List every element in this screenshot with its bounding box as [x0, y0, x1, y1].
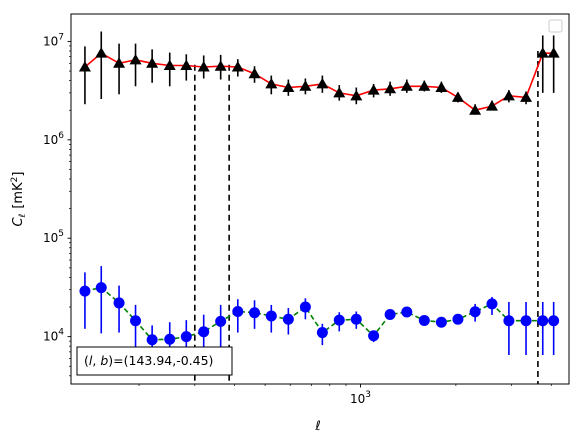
- series-2-point-4: [130, 315, 142, 327]
- svg-text:(l, b)=(143.94,-0.45): (l, b)=(143.94,-0.45): [84, 353, 213, 368]
- series-1-point-22: [435, 81, 448, 93]
- y-tick-label: 104: [43, 328, 64, 344]
- series-1-line: [84, 52, 554, 112]
- series-2-point-5: [146, 334, 158, 346]
- series-2-point-29: [548, 315, 560, 327]
- series-2-point-24: [469, 306, 481, 318]
- series-1-point-15: [316, 77, 329, 89]
- series-2-point-10: [232, 306, 244, 318]
- series-1-point-25: [485, 100, 498, 111]
- series-2-point-15: [316, 327, 328, 339]
- series-2-point-3: [113, 297, 125, 309]
- series-1-point-8: [197, 60, 210, 72]
- series-2-point-2: [95, 282, 107, 294]
- series-1-point-10: [231, 60, 244, 72]
- series-2-point-14: [299, 301, 311, 313]
- series-2-point-1: [79, 285, 91, 297]
- series-2-point-23: [452, 313, 464, 325]
- series-2-point-11: [249, 307, 261, 319]
- series-1-point-12: [265, 77, 278, 89]
- series-2-point-16: [333, 314, 345, 326]
- series-2-point-21: [418, 314, 430, 326]
- y-tick-label: 107: [43, 32, 64, 48]
- y-axis-label: Cℓ[mK2]: [10, 172, 28, 227]
- plot-frame: [70, 13, 570, 385]
- series-2-point-9: [215, 315, 227, 327]
- series-2-point-20: [401, 306, 413, 318]
- series-2-point-28: [537, 315, 549, 327]
- series-1-point-29: [547, 47, 560, 58]
- series-1-point-2: [95, 47, 108, 58]
- series-2-point-19: [384, 308, 396, 320]
- series-1-point-16: [333, 86, 346, 98]
- series-1-point-23: [451, 91, 464, 102]
- series-2-point-8: [198, 326, 210, 338]
- series-2-point-6: [164, 333, 176, 345]
- coordinates-annotation: (l, b)=(143.94,-0.45): [76, 346, 233, 376]
- series-1-point-20: [400, 80, 413, 91]
- series-2-point-17: [350, 313, 362, 325]
- series-1-point-24: [469, 104, 482, 115]
- series-1-point-19: [384, 82, 397, 94]
- series-2-point-12: [265, 310, 277, 322]
- series-1-point-3: [113, 57, 126, 68]
- series-2-point-22: [435, 316, 447, 328]
- legend-box: [548, 19, 563, 33]
- x-tick-label: 103: [350, 390, 371, 406]
- series-1-point-13: [282, 81, 295, 93]
- x-axis-label: ℓ: [314, 419, 320, 434]
- series-2-point-7: [180, 331, 192, 343]
- series-1-point-1: [78, 60, 91, 72]
- series-2-point-26: [503, 315, 515, 327]
- y-tick-label: 106: [43, 131, 64, 147]
- series-2: [79, 266, 560, 360]
- series-2-point-13: [282, 313, 294, 325]
- series-2-point-18: [368, 330, 380, 342]
- series-1-point-18: [367, 84, 380, 95]
- series-1-point-9: [214, 60, 227, 71]
- series-1-point-27: [520, 91, 533, 102]
- series-1-point-5: [146, 57, 159, 68]
- series-1-point-14: [299, 80, 312, 91]
- series-1-point-21: [418, 80, 431, 91]
- series-1-point-4: [129, 53, 142, 65]
- y-tick-label: 105: [43, 229, 64, 245]
- series-1-point-7: [180, 59, 193, 70]
- series-1-point-17: [350, 89, 363, 101]
- series-2-point-25: [486, 298, 498, 310]
- series-1-point-28: [536, 47, 549, 58]
- series-1-point-26: [502, 89, 515, 101]
- series-1: [78, 31, 560, 115]
- series-1-point-11: [248, 67, 261, 79]
- series-1-point-6: [163, 59, 176, 70]
- series-2-point-27: [520, 315, 532, 327]
